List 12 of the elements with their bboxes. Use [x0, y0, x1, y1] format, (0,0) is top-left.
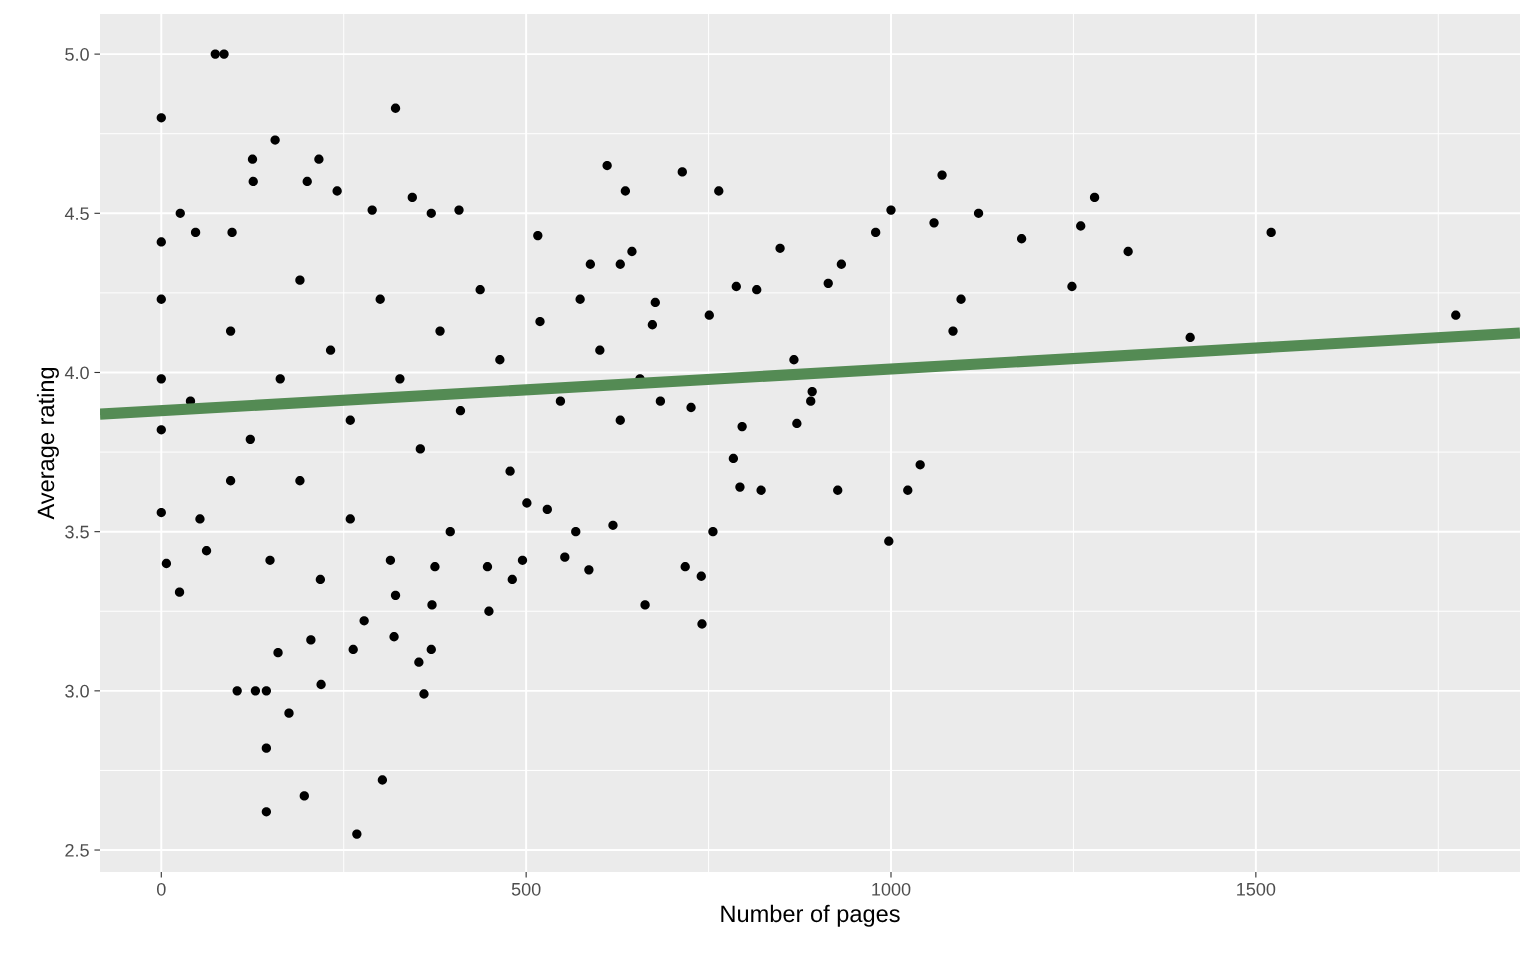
y-tick-label: 4.0 — [64, 366, 89, 380]
y-tick-label: 2.5 — [65, 843, 89, 857]
y-tick-label: 3.0 — [65, 684, 89, 698]
x-tick-label: 0 — [156, 882, 166, 896]
y-tick-label: 5.0 — [65, 48, 89, 61]
x-tick-label: 1000 — [872, 882, 911, 896]
y-axis-title: Average rating — [36, 367, 59, 520]
y-tick-label: 4.5 — [64, 207, 89, 221]
x-tick-label: 500 — [511, 882, 541, 896]
y-tick-label: 3.5 — [65, 525, 89, 539]
x-axis-title: Number of pages — [721, 904, 900, 927]
x-tick-label: 1500 — [1237, 882, 1276, 896]
